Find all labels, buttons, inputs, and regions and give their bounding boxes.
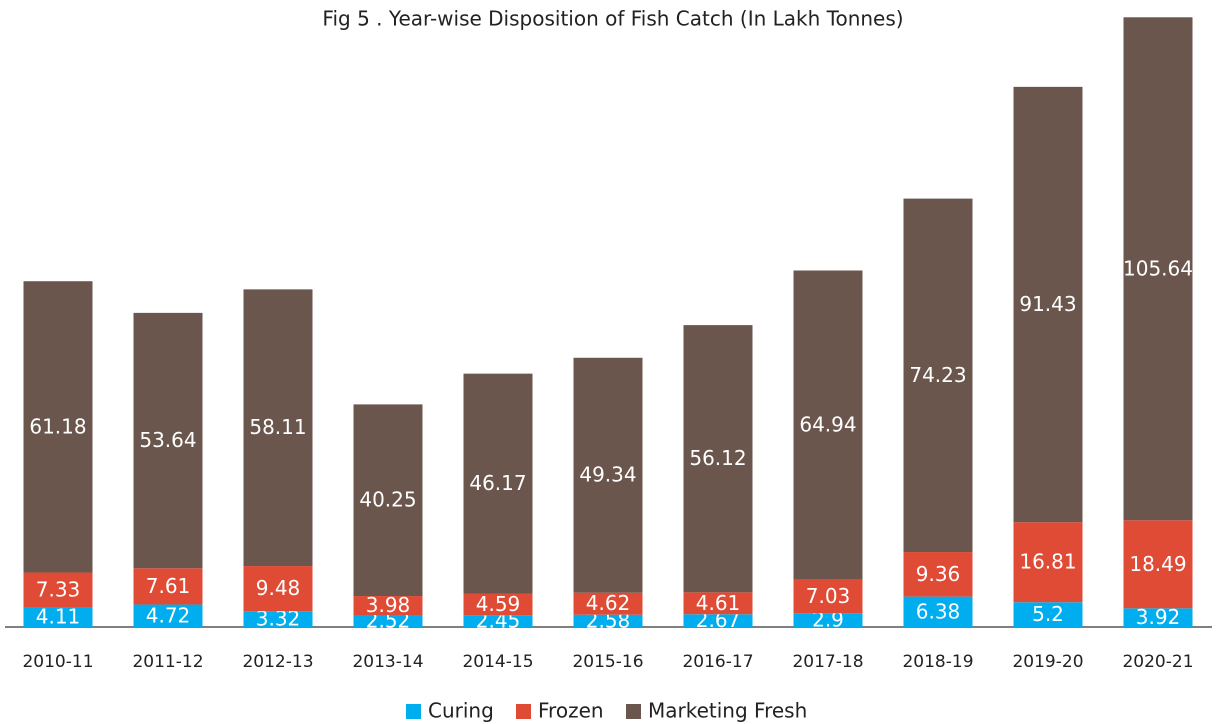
data-label: 3.98 — [366, 593, 411, 617]
bar-segment — [793, 270, 863, 580]
bar-segment — [23, 572, 93, 608]
data-label: 49.34 — [579, 463, 636, 487]
bar-segment — [1013, 522, 1083, 603]
legend-label: Marketing Fresh — [648, 699, 807, 723]
bar-segment — [573, 357, 643, 593]
bar-segment — [903, 198, 973, 553]
x-tick-label: 2020-21 — [1122, 652, 1193, 672]
bar-segment — [23, 281, 93, 573]
data-label: 9.48 — [256, 576, 301, 600]
bar-segment — [353, 596, 423, 616]
bar-segment — [573, 592, 643, 615]
data-label: 7.33 — [36, 577, 81, 601]
data-label: 53.64 — [139, 428, 196, 452]
bar-segment — [683, 614, 753, 627]
data-label: 61.18 — [29, 414, 86, 438]
chart-title: Fig 5 . Year-wise Disposition of Fish Ca… — [322, 7, 903, 31]
data-label: 74.23 — [909, 363, 966, 387]
x-tick-label: 2018-19 — [902, 652, 973, 672]
legend-swatch — [406, 704, 421, 719]
data-label: 7.03 — [806, 584, 851, 608]
bar-segment — [243, 611, 313, 627]
data-label: 7.61 — [146, 574, 191, 598]
bar-segment — [903, 552, 973, 597]
data-label: 6.38 — [916, 599, 961, 623]
bar-segment — [683, 325, 753, 593]
data-label: 18.49 — [1129, 552, 1186, 576]
data-label: 9.36 — [916, 562, 961, 586]
bar-segment — [793, 579, 863, 614]
bar-segment — [23, 607, 93, 627]
data-label: 46.17 — [469, 471, 526, 495]
x-tick-label: 2012-13 — [242, 652, 313, 672]
x-tick-label: 2015-16 — [572, 652, 643, 672]
data-label: 64.94 — [799, 413, 856, 437]
data-label: 4.61 — [696, 591, 741, 615]
data-label: 4.11 — [36, 605, 81, 629]
bar-segment — [463, 593, 533, 616]
bar-segment — [133, 604, 203, 627]
data-label: 5.2 — [1032, 602, 1064, 626]
x-tick-label: 2017-18 — [792, 652, 863, 672]
bar-segment — [243, 289, 313, 567]
legend-swatch — [516, 704, 531, 719]
data-label: 3.92 — [1136, 605, 1181, 629]
data-label: 40.25 — [359, 488, 416, 512]
legend-label: Curing — [428, 699, 494, 723]
bar-segment — [573, 614, 643, 627]
bar-segment — [1123, 17, 1193, 521]
data-label: 4.62 — [586, 591, 631, 615]
bar-segment — [1123, 520, 1193, 609]
data-label: 4.72 — [146, 603, 191, 627]
legend-swatch — [626, 704, 641, 719]
x-tick-label: 2013-14 — [352, 652, 423, 672]
bar-segment — [793, 613, 863, 627]
data-label: 56.12 — [689, 446, 746, 470]
bar-segment — [1123, 608, 1193, 627]
legend-label: Frozen — [538, 699, 604, 723]
data-label: 16.81 — [1019, 550, 1076, 574]
bar-segment — [353, 615, 423, 627]
bar-segment — [243, 566, 313, 612]
x-tick-label: 2014-15 — [462, 652, 533, 672]
bar-segment — [1013, 86, 1083, 523]
x-tick-label: 2016-17 — [682, 652, 753, 672]
bar-segment — [133, 568, 203, 605]
x-tick-label: 2010-11 — [22, 652, 93, 672]
bar-segment — [683, 592, 753, 615]
data-label: 58.11 — [249, 415, 306, 439]
bar-segment — [903, 596, 973, 627]
bar-segment — [463, 615, 533, 627]
bar-segment — [353, 404, 423, 597]
x-tick-label: 2011-12 — [132, 652, 203, 672]
data-label: 4.59 — [476, 592, 521, 616]
x-tick-label: 2019-20 — [1012, 652, 1083, 672]
bar-segment — [1013, 602, 1083, 627]
bar-segment — [463, 373, 533, 594]
bar-segment — [133, 312, 203, 569]
data-label: 91.43 — [1019, 292, 1076, 316]
data-label: 105.64 — [1123, 256, 1193, 280]
